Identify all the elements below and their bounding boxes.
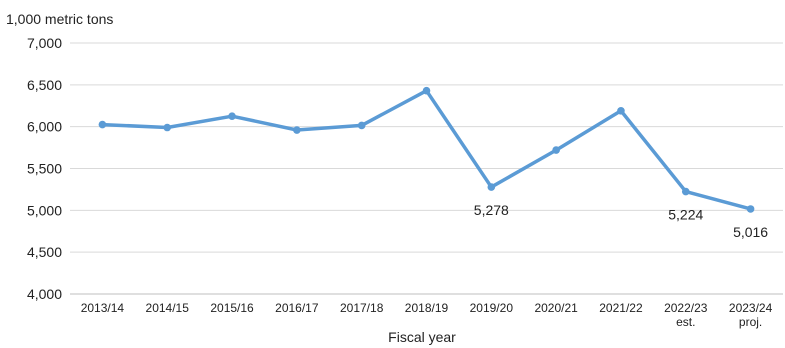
y-tick-label: 6,500 <box>27 77 62 93</box>
y-axis-ticks: 4,000 4,500 5,000 5,500 6,000 6,500 7,000 <box>27 35 62 302</box>
y-tick-label: 5,000 <box>27 202 62 218</box>
x-tick-label: 2023/24 <box>729 301 773 315</box>
data-label: 5,278 <box>474 202 509 218</box>
x-tick-label: 2018/19 <box>405 301 449 315</box>
x-tick-sublabel: proj. <box>739 315 762 329</box>
data-point <box>293 126 301 134</box>
series-group <box>98 86 755 213</box>
y-tick-label: 7,000 <box>27 35 62 51</box>
x-tick-label: 2020/21 <box>534 301 578 315</box>
x-tick-label: 2014/15 <box>146 301 190 315</box>
x-tick-label: 2021/22 <box>599 301 643 315</box>
gridlines <box>70 42 783 295</box>
y-tick-label: 5,500 <box>27 161 62 177</box>
data-point <box>681 187 690 196</box>
data-label: 5,016 <box>733 224 768 240</box>
x-tick-label: 2015/16 <box>210 301 254 315</box>
x-tick-sublabel: est. <box>676 315 695 329</box>
y-tick-label: 6,000 <box>27 119 62 135</box>
data-point <box>228 112 236 121</box>
data-point <box>422 86 431 95</box>
data-point <box>552 146 560 154</box>
y-tick-label: 4,000 <box>27 286 62 302</box>
y-axis-label: 1,000 metric tons <box>6 11 113 27</box>
x-tick-label: 2019/20 <box>470 301 514 315</box>
data-label: 5,224 <box>668 207 703 223</box>
series-line <box>100 88 753 211</box>
x-axis-ticks: 2013/14 2014/15 2015/16 2016/17 2017/18 2018/… <box>81 301 773 329</box>
data-point <box>98 120 107 129</box>
data-point <box>357 121 366 130</box>
x-tick-label: 2017/18 <box>340 301 384 315</box>
data-point <box>487 183 496 191</box>
x-tick-label: 2022/23 <box>664 301 708 315</box>
data-point <box>746 205 755 213</box>
data-labels: 5,278 5,224 5,016 <box>474 202 769 240</box>
x-tick-label: 2016/17 <box>275 301 319 315</box>
x-axis-label: Fiscal year <box>388 329 456 345</box>
y-tick-label: 4,500 <box>27 244 62 260</box>
data-point <box>617 106 625 115</box>
data-point <box>163 123 172 132</box>
x-tick-label: 2013/14 <box>81 301 125 315</box>
